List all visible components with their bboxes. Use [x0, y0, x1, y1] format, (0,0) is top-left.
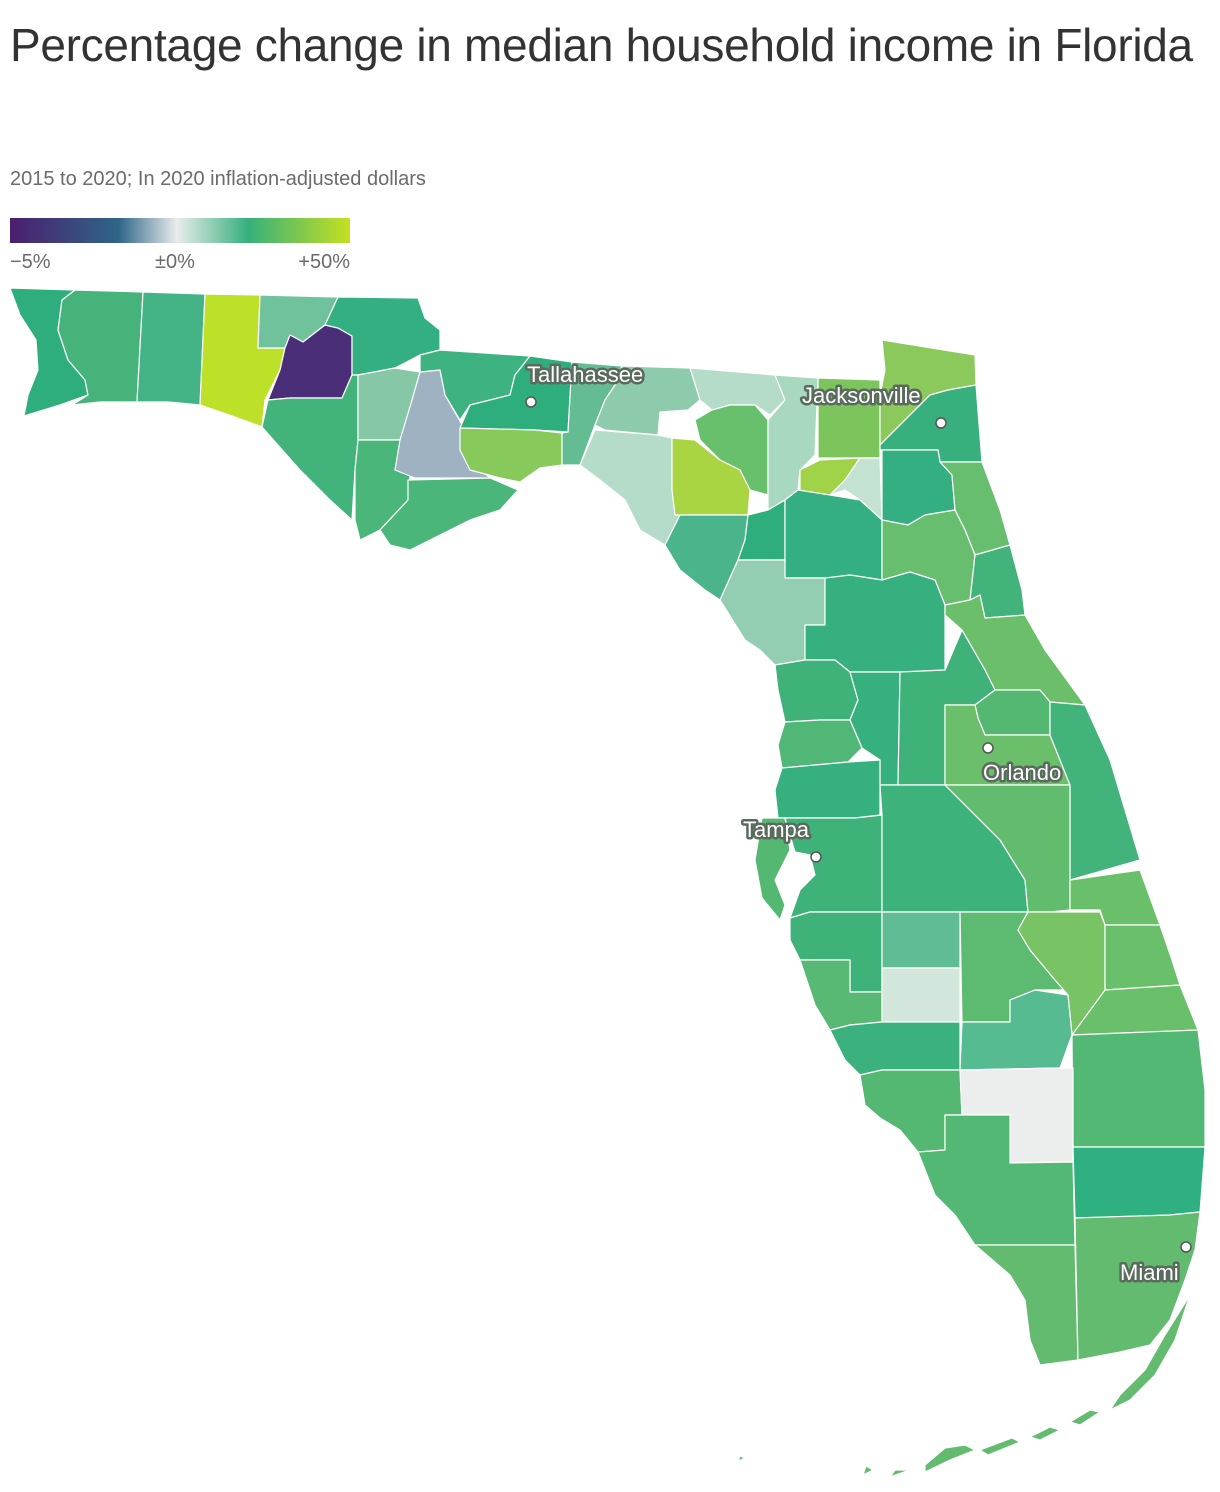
county-okaloosa[interactable]	[136, 291, 206, 406]
city-dot-jacksonville	[935, 417, 947, 429]
county-broward[interactable]	[1072, 1146, 1206, 1219]
legend-gradient-bar	[10, 218, 350, 243]
county-wakulla[interactable]	[459, 427, 563, 483]
city-label-tampa: Tampa	[743, 817, 810, 842]
chart-title: Percentage change in median household in…	[10, 19, 1193, 71]
city-label-jacksonville: Jacksonville	[802, 383, 921, 408]
county-marion[interactable]	[804, 571, 946, 673]
city-label-tallahassee: Tallahassee	[527, 362, 643, 387]
county-pasco[interactable]	[774, 759, 881, 819]
county-bradford[interactable]	[829, 457, 883, 521]
city-dot-tallahassee	[525, 396, 537, 408]
county-st-lucie[interactable]	[1104, 924, 1181, 991]
city-dot-tampa	[810, 851, 822, 863]
county-hernando[interactable]	[777, 719, 863, 769]
county-citrus[interactable]	[774, 659, 859, 723]
legend-min-label: −5%	[10, 251, 51, 273]
county-brevard[interactable]	[1049, 701, 1141, 881]
county-pinellas[interactable]	[754, 817, 791, 921]
county-franklin[interactable]	[379, 477, 519, 551]
map-svg: Tallahassee Jacksonville Orlando Tampa M…	[9, 287, 1206, 1478]
legend-max-label: +50%	[298, 251, 350, 273]
city-dot-orlando	[982, 742, 994, 754]
florida-county-map: Tallahassee Jacksonville Orlando Tampa M…	[0, 280, 1220, 1492]
county-palm-beach[interactable]	[1071, 1029, 1206, 1148]
county-miami-dade[interactable]	[1074, 1211, 1201, 1361]
county-seminole[interactable]	[974, 689, 1051, 736]
county-monroe-keys[interactable]	[737, 1294, 1191, 1478]
legend-mid-label: ±0%	[155, 251, 195, 273]
county-monroe-mainland[interactable]	[974, 1244, 1079, 1366]
city-label-miami: Miami	[1120, 1260, 1179, 1285]
chart-subtitle: 2015 to 2020; In 2020 inflation-adjusted…	[10, 168, 426, 190]
county-desoto[interactable]	[881, 967, 961, 1023]
county-lafayette[interactable]	[671, 437, 751, 516]
city-markers: Tallahassee Jacksonville Orlando Tampa M…	[525, 360, 1192, 1288]
color-legend: −5% ±0% +50%	[10, 218, 350, 274]
city-dot-miami	[1180, 1241, 1192, 1253]
county-hardee[interactable]	[881, 911, 961, 969]
county-charlotte[interactable]	[829, 1021, 961, 1076]
city-label-orlando: Orlando	[983, 760, 1061, 785]
county-taylor[interactable]	[579, 429, 681, 546]
